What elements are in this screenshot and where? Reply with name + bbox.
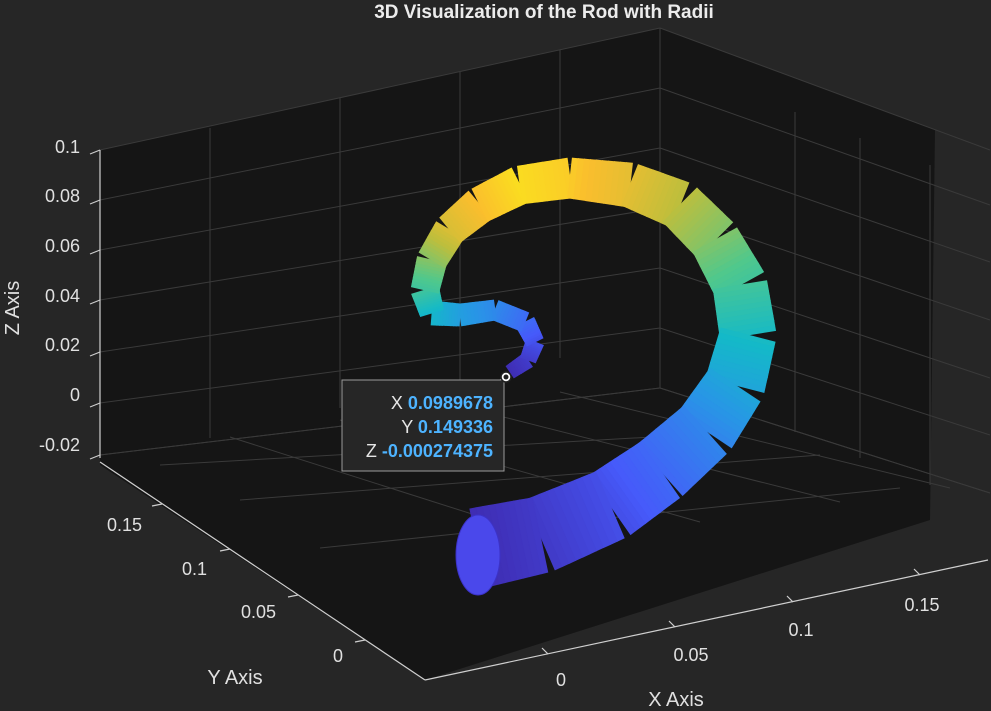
z-tick-label: 0.06 — [45, 236, 80, 256]
datatip-marker-inner — [503, 374, 509, 380]
z-tick — [89, 351, 101, 357]
x-tick — [786, 595, 794, 603]
grid-z — [99, 267, 661, 353]
x-tick — [913, 568, 921, 576]
z-tick-label: 0.04 — [45, 286, 80, 306]
datatip-z: Z -0.000274375 — [366, 441, 493, 461]
axis-lines — [99, 150, 989, 681]
y-tick-label: 0.05 — [241, 602, 276, 622]
y-axis-label: Y Axis — [207, 667, 262, 689]
datatip-box — [341, 379, 505, 472]
y-axis-line — [99, 461, 426, 681]
y-tick — [219, 548, 231, 552]
y-tick — [354, 639, 366, 643]
y-tick — [287, 594, 299, 598]
grid-floor — [239, 454, 821, 501]
z-tick-label: 0.02 — [45, 335, 80, 355]
x-tick — [541, 647, 549, 655]
z-tick — [89, 249, 101, 255]
grid-z — [659, 147, 991, 263]
x-tick-label: 0.1 — [788, 620, 813, 640]
grid-z — [99, 327, 661, 404]
grid-z — [659, 27, 991, 151]
x-tick-labels: 0 0.05 0.1 0.15 — [556, 595, 940, 690]
x-tick-label: 0.15 — [904, 595, 939, 615]
z-tick — [89, 299, 101, 305]
grid-z — [659, 327, 991, 436]
grid-z — [99, 207, 661, 301]
datatip-x: X 0.0989678 — [391, 393, 493, 413]
chart-title: 3D Visualization of the Rod with Radii — [374, 2, 714, 23]
y-tick — [151, 503, 163, 507]
data-tip[interactable]: X 0.0989678 Y 0.149336 Z -0.000274375 — [341, 371, 512, 472]
z-axis-label: Z Axis — [2, 281, 24, 335]
x-tick-label: 0.05 — [673, 645, 708, 665]
grid-z — [99, 27, 661, 151]
grid-z — [99, 87, 661, 201]
axes-back-wall — [100, 28, 935, 680]
z-tick — [89, 199, 101, 205]
x-tick — [668, 620, 676, 628]
tick-marks — [89, 149, 921, 655]
z-tick-label: -0.02 — [39, 435, 80, 455]
rod-surface — [410, 157, 777, 596]
rod-end-cap — [455, 514, 501, 596]
z-tick — [89, 454, 101, 460]
x-axis-label: X Axis — [648, 689, 704, 711]
grid-z — [659, 87, 991, 206]
y-tick-label: 0 — [333, 646, 343, 666]
z-tick-label: 0 — [70, 385, 80, 405]
datatip-y: Y 0.149336 — [401, 417, 493, 437]
y-tick-label: 0.15 — [107, 515, 142, 535]
y-tick-labels: 0.15 0.1 0.05 0 — [107, 515, 343, 666]
grid-floor — [559, 391, 951, 489]
z-tick — [89, 402, 101, 408]
z-tick-label: 0.1 — [55, 137, 80, 157]
x-tick-label: 0 — [556, 670, 566, 690]
y-tick-label: 0.1 — [182, 559, 207, 579]
z-tick — [89, 149, 101, 155]
z-tick-labels: 0.1 0.08 0.06 0.04 0.02 0 -0.02 — [39, 137, 80, 455]
z-tick-label: 0.08 — [45, 186, 80, 206]
x-axis-line — [424, 559, 989, 681]
